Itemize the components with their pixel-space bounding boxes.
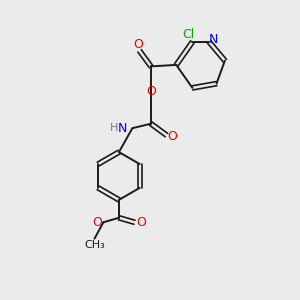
Text: N: N xyxy=(118,122,128,135)
Text: O: O xyxy=(136,216,146,229)
Text: CH₃: CH₃ xyxy=(84,240,105,250)
Text: O: O xyxy=(92,216,102,229)
Text: N: N xyxy=(208,33,218,46)
Text: O: O xyxy=(167,130,177,143)
Text: H: H xyxy=(110,123,118,133)
Text: O: O xyxy=(133,38,143,51)
Text: Cl: Cl xyxy=(182,28,195,41)
Text: O: O xyxy=(146,85,156,98)
